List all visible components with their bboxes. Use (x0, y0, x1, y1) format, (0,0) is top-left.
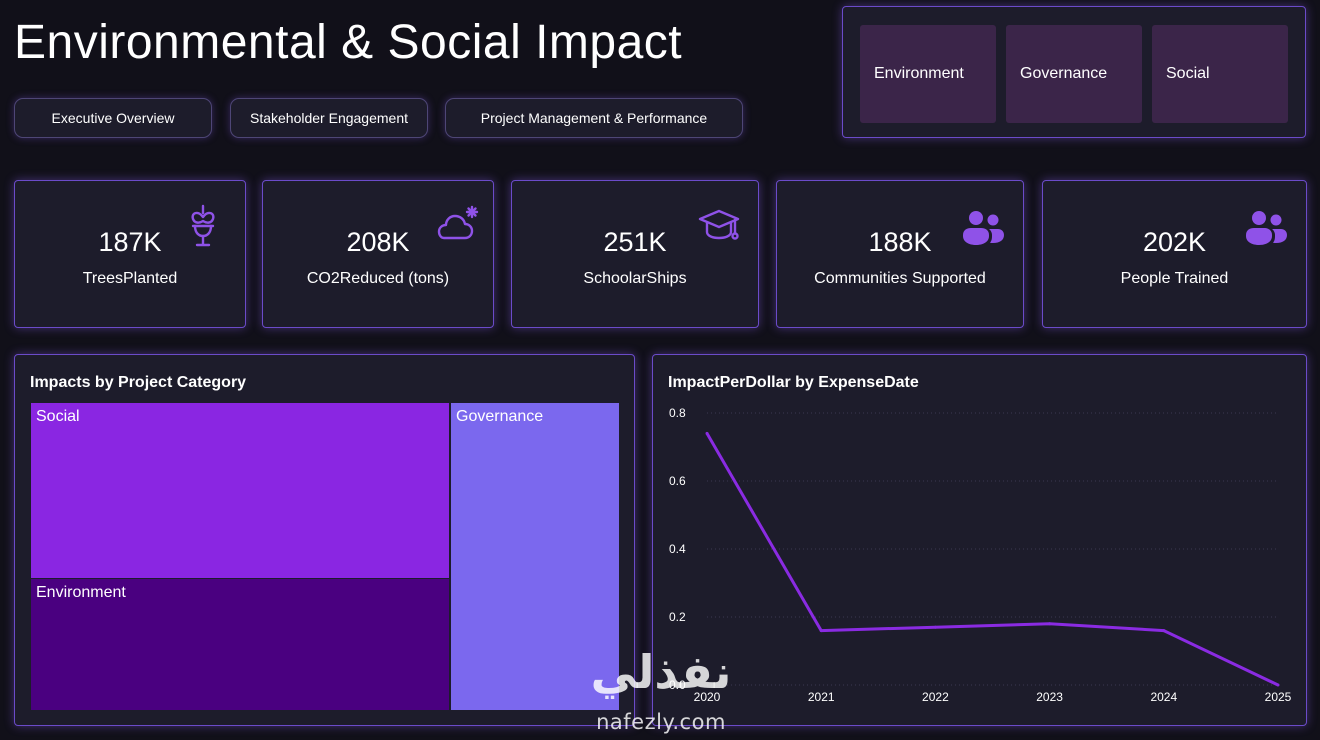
data-point[interactable] (1162, 629, 1166, 633)
line-chart-title: ImpactPerDollar by ExpenseDate (668, 374, 919, 391)
series-line[interactable] (705, 432, 1279, 687)
slicer-governance[interactable]: Governance (1006, 25, 1142, 123)
tree-icon (180, 203, 226, 249)
x-tick-label: 2025 (1265, 690, 1292, 704)
kpi-label: SchoolarShips (583, 270, 687, 287)
category-slicer: Environment Governance Social (842, 6, 1306, 138)
treemap-rect-environment[interactable]: Environment (31, 579, 449, 710)
y-tick-label: 0.0 (669, 678, 686, 692)
kpi-value: 251K (603, 227, 667, 257)
data-point[interactable] (1048, 622, 1052, 626)
treemap-card: Impacts by Project Category Social Envir… (14, 354, 635, 726)
graduation-cap-icon (696, 203, 742, 249)
data-point[interactable] (1276, 683, 1280, 687)
kpi-value: 202K (1142, 227, 1207, 257)
people-icon (1244, 209, 1288, 249)
x-tick-label: 2022 (922, 690, 949, 704)
kpi-value: 187K (98, 227, 162, 257)
treemap-rect-governance[interactable]: Governance (451, 403, 619, 710)
x-tick-label: 2023 (1036, 690, 1063, 704)
y-tick-label: 0.8 (669, 406, 686, 420)
slicer-environment[interactable]: Environment (860, 25, 996, 123)
y-tick-label: 0.2 (669, 610, 686, 624)
people-icon (961, 209, 1005, 249)
x-tick-label: 2024 (1150, 690, 1177, 704)
kpi-card-communities-supported: 188K Communities Supported (776, 180, 1024, 328)
line-chart: 0.0 0.2 0.4 0.6 0.8 2020 2021 2022 2023 2024 2025 (669, 406, 1292, 704)
x-tick-label: 2021 (808, 690, 835, 704)
data-point[interactable] (819, 629, 823, 633)
kpi-card-trees-planted: 187K TreesPlanted (14, 180, 246, 328)
treemap-label-governance: Governance (456, 408, 544, 425)
data-point[interactable] (933, 625, 937, 629)
nav-project-management-button[interactable]: Project Management & Performance (445, 98, 743, 138)
kpi-label: TreesPlanted (82, 270, 178, 287)
y-tick-label: 0.6 (669, 474, 686, 488)
treemap-rect-social[interactable]: Social (31, 403, 449, 578)
slicer-social[interactable]: Social (1152, 25, 1288, 123)
data-point[interactable] (705, 431, 709, 435)
kpi-value: 188K (868, 227, 932, 257)
treemap-label-social: Social (36, 408, 80, 425)
kpi-card-co2-reduced: 208K CO2Reduced (tons) (262, 180, 494, 328)
cloud-icon (434, 203, 480, 249)
nav-stakeholder-engagement-button[interactable]: Stakeholder Engagement (230, 98, 428, 138)
nav-executive-overview-button[interactable]: Executive Overview (14, 98, 212, 138)
y-tick-label: 0.4 (669, 542, 686, 556)
kpi-label: Communities Supported (814, 270, 986, 287)
kpi-card-people-trained: 202K People Trained (1042, 180, 1307, 328)
treemap-label-environment: Environment (36, 584, 126, 601)
treemap-title: Impacts by Project Category (30, 374, 247, 391)
line-chart-card: ImpactPerDollar by ExpenseDate 0.0 0.2 0.4… (652, 354, 1307, 726)
kpi-value: 208K (346, 227, 410, 257)
page-title: Environmental & Social Impact (14, 16, 683, 69)
kpi-label: People Trained (1120, 270, 1229, 287)
kpi-card-scholarships: 251K SchoolarShips (511, 180, 759, 328)
x-tick-label: 2020 (694, 690, 721, 704)
kpi-label: CO2Reduced (tons) (306, 270, 450, 287)
